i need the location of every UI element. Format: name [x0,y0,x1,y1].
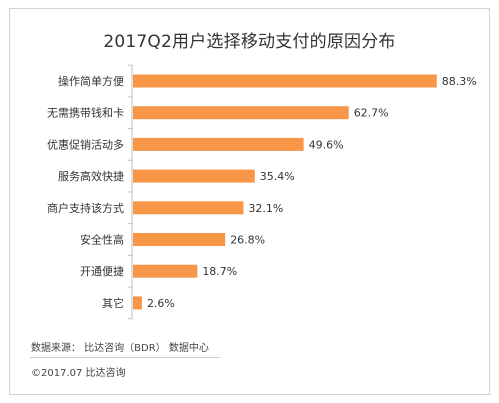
value-label: 62.7% [354,107,389,120]
bars-group: 操作简单方便 88.3% 无需携带钱和卡 62.7% 优惠促销活动多 49.6% 服务高效快… [47,64,477,320]
category-label: 其它 [102,296,124,310]
chart-title: 2017Q2用户选择移动支付的原因分布 [103,32,396,52]
category-label: 操作简单方便 [58,74,124,88]
value-label: 49.6% [309,138,344,151]
value-label: 26.8% [230,234,265,247]
category-label: 优惠促销活动多 [47,137,124,151]
category-label: 安全性高 [80,233,124,247]
bar [133,106,349,120]
value-label: 2.6% [147,297,175,310]
category-label: 开通便捷 [80,264,124,278]
value-label: 32.1% [248,202,283,215]
value-label: 35.4% [260,170,295,183]
bar [133,169,255,183]
bar [133,137,304,151]
category-label: 商户支持该方式 [47,201,124,215]
bar [133,201,244,215]
category-label: 服务高效快捷 [58,169,124,183]
category-label: 无需携带钱和卡 [47,106,124,120]
bar [133,74,437,88]
bar [133,264,198,278]
data-source-note: 数据来源： 比达咨询（BDR） 数据中心 [31,343,209,354]
bar [133,233,226,246]
copyright-note: ©2017.07 比达咨询 [31,368,126,379]
bar [133,296,142,310]
value-label: 88.3% [442,75,477,88]
value-label: 18.7% [202,265,237,278]
chart-frame [9,8,490,395]
footer-divider [30,357,220,358]
